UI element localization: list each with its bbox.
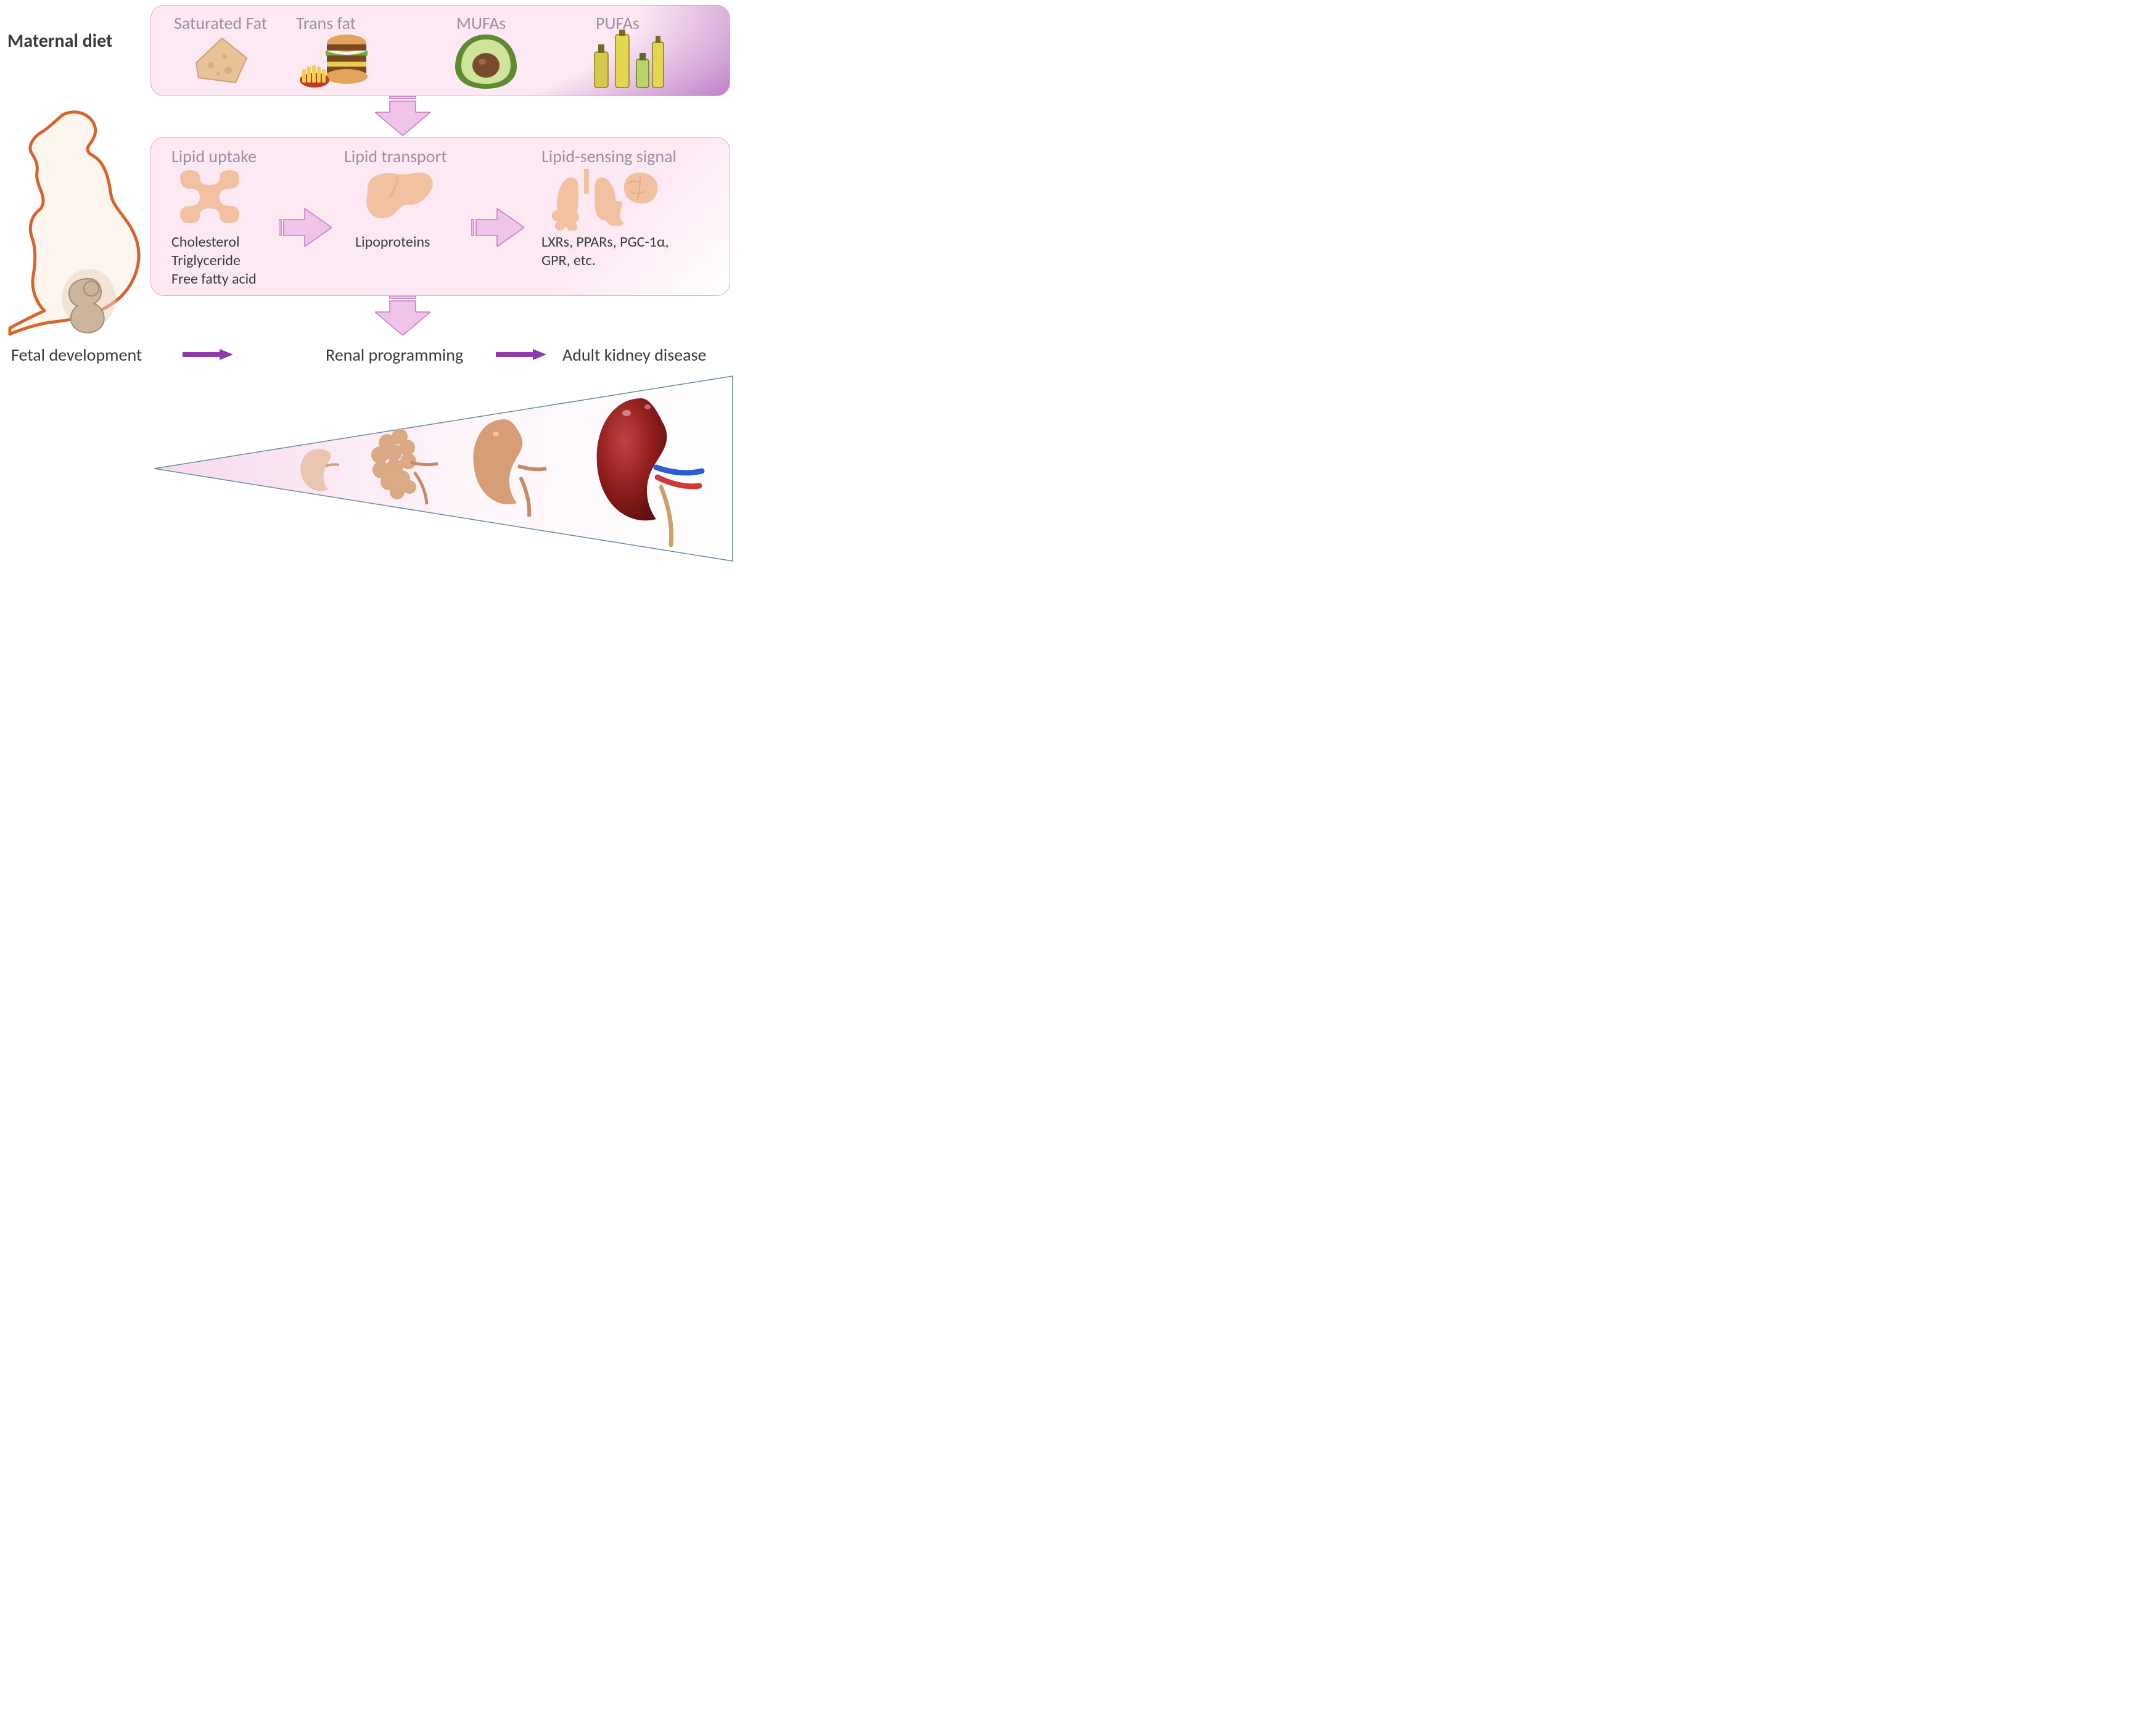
process-col-title: Lipid transport [344,146,447,167]
small-right-arrow-icon [183,349,233,360]
page-title: Maternal diet [7,30,112,52]
outcome-label: Renal programming [326,344,463,366]
process-col-line: Free fatty acid [171,270,257,288]
kidney-stage-1-icon [292,445,348,498]
kidney-stage-2-icon [366,425,446,512]
process-col-line: Lipoproteins [355,233,430,251]
kidney-stage-3-icon [466,416,553,520]
diet-item-label: MUFAs [456,12,506,34]
intestine-icon [171,169,242,226]
avocado-icon [453,32,519,90]
right-arrow-icon [279,208,332,247]
pregnant-silhouette-icon [4,110,142,345]
right-arrow-icon [471,208,524,247]
down-arrow-icon [375,96,430,136]
burger-icon [298,31,372,91]
outcome-label: Adult kidney disease [562,344,706,366]
oil-icon [588,30,669,92]
diet-item-label: Saturated Fat [174,12,267,34]
kidney-stage-4-icon [588,395,712,547]
process-col-line: GPR, etc. [541,252,596,269]
cheese-icon [192,35,250,86]
process-col-line: LXRs, PPARs, PGC-1α, [541,233,669,251]
process-col-line: Triglyceride [171,252,241,269]
outcome-label: Fetal development [11,344,142,366]
process-col-title: Lipid-sensing signal [541,146,677,167]
liver-icon [363,170,435,223]
organs-icon [549,166,660,231]
process-col-title: Lipid uptake [171,146,257,167]
process-col-line: Cholesterol [171,233,240,251]
small-right-arrow-icon [496,349,546,360]
down-arrow-icon [375,296,430,335]
